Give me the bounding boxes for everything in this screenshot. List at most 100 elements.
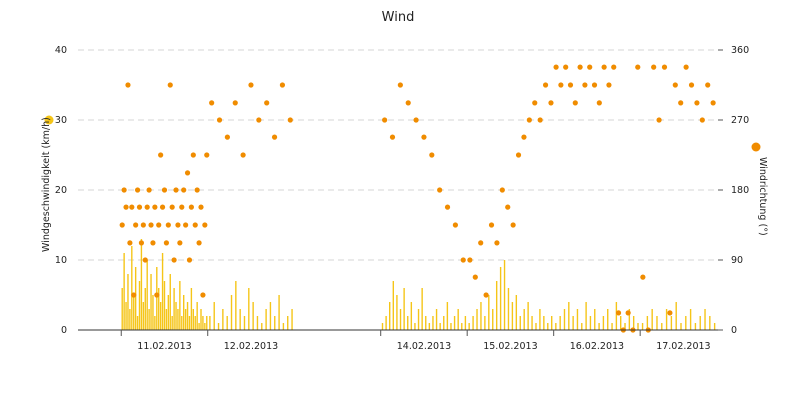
direction-point <box>240 152 246 158</box>
right-tick-label: 90 <box>731 255 743 266</box>
direction-point <box>563 64 569 70</box>
left-axis-label: Windgeschwindigkeit (km/h) <box>41 117 52 252</box>
left-tick-label: 40 <box>55 45 67 56</box>
direction-point <box>688 82 695 88</box>
direction-point <box>467 257 473 263</box>
direction-point <box>256 117 262 123</box>
direction-point <box>142 257 148 263</box>
direction-point <box>505 204 511 210</box>
direction-point <box>499 187 505 193</box>
direction-point <box>279 82 286 88</box>
direction-point <box>705 82 711 88</box>
direction-point <box>129 204 135 210</box>
x-tick-label: 12.02.2013 <box>224 341 278 352</box>
direction-point <box>478 240 484 246</box>
direction-point <box>582 82 588 88</box>
x-tick-label: 11.02.2013 <box>137 341 191 352</box>
direction-point <box>148 222 154 228</box>
direction-point <box>192 222 198 228</box>
direction-point <box>156 222 162 228</box>
direction-point <box>640 274 646 280</box>
left-tick-label: 10 <box>55 255 67 266</box>
direction-point <box>532 100 538 106</box>
direction-point <box>452 222 458 228</box>
direction-point <box>615 310 622 316</box>
direction-point <box>167 82 173 88</box>
direction-point <box>683 64 689 70</box>
direction-point <box>488 222 495 228</box>
direction-point <box>591 82 598 88</box>
direction-point <box>177 240 183 246</box>
direction-point <box>140 222 146 228</box>
direction-point <box>625 310 631 316</box>
direction-point <box>165 222 171 228</box>
direction-point <box>123 204 129 210</box>
direction-point <box>202 222 208 228</box>
direction-point <box>138 240 145 246</box>
left-y-ticks: 0 10 20 30 40 <box>55 45 67 336</box>
direction-point <box>271 134 278 140</box>
direction-point <box>121 187 127 193</box>
direction-point <box>216 117 223 123</box>
direction-point <box>190 152 196 158</box>
direction-point <box>694 100 700 106</box>
direction-point <box>421 134 427 140</box>
direction-point <box>200 292 206 298</box>
direction-point <box>127 240 133 246</box>
direction-point <box>389 134 396 140</box>
direction-point <box>198 204 204 210</box>
direction-legend-dot <box>751 142 761 152</box>
direction-point <box>397 82 403 88</box>
direction-point <box>183 222 189 228</box>
direction-point <box>651 64 657 70</box>
direction-point <box>136 204 143 210</box>
direction-point <box>510 222 516 228</box>
direction-point <box>158 152 164 158</box>
direction-point <box>150 240 156 246</box>
direction-point <box>232 100 238 106</box>
direction-point <box>460 257 466 263</box>
grid-lines <box>78 49 718 261</box>
direction-point <box>175 222 181 228</box>
direction-point <box>382 117 388 123</box>
right-tick-label: 180 <box>731 185 749 196</box>
direction-point <box>131 292 137 298</box>
direction-point <box>413 117 419 123</box>
direction-point <box>287 117 293 123</box>
direction-point <box>656 117 662 123</box>
direction-point <box>521 134 527 140</box>
direction-point <box>152 204 158 210</box>
direction-point <box>163 240 170 246</box>
right-axis-label: Windrichtung (°) <box>757 157 768 236</box>
direction-point <box>567 82 574 88</box>
direction-point <box>601 64 607 70</box>
direction-point <box>494 240 500 246</box>
direction-point <box>429 152 435 158</box>
direction-point <box>611 64 617 70</box>
direction-point <box>125 82 131 88</box>
direction-point <box>587 64 593 70</box>
direction-point <box>661 64 668 70</box>
direction-point <box>596 100 602 106</box>
right-tick-label: 0 <box>731 325 737 336</box>
direction-point <box>119 222 125 228</box>
direction-point <box>173 187 179 193</box>
direction-point <box>154 292 160 298</box>
direction-point <box>699 117 705 123</box>
direction-point <box>224 134 230 140</box>
direction-point <box>483 292 489 298</box>
x-ticks: 11.02.2013 12.02.2013 14.02.2013 15.02.2013… <box>120 330 711 352</box>
direction-point <box>558 82 564 88</box>
direction-point <box>204 152 210 158</box>
left-tick-label: 20 <box>55 185 67 196</box>
direction-point <box>248 82 254 88</box>
right-tick-label: 360 <box>731 45 749 56</box>
direction-point <box>710 100 716 106</box>
direction-point <box>405 100 411 106</box>
left-tick-label: 30 <box>55 115 67 126</box>
right-tick-label: 270 <box>731 115 749 126</box>
speed-series <box>121 239 716 330</box>
direction-point <box>678 100 684 106</box>
direction-point <box>437 187 443 193</box>
